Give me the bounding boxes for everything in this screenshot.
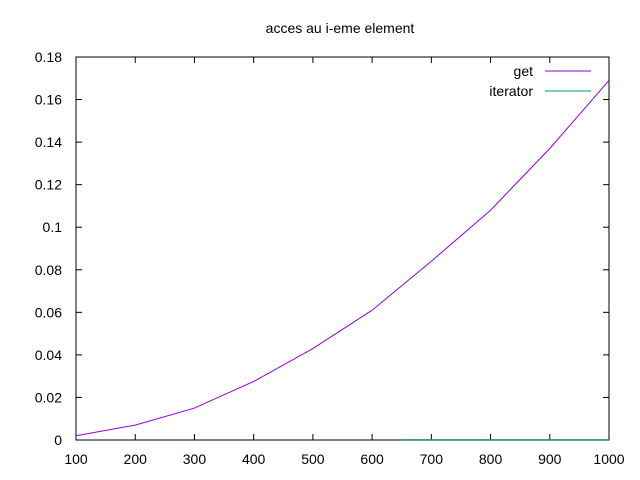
x-axis: 100 200 300 400 500 600 700 800 900 1000 (64, 57, 625, 467)
x-tick-label: 800 (479, 451, 503, 467)
series-lines (75, 80, 610, 441)
x-tick-label: 900 (538, 451, 562, 467)
y-tick-label: 0.12 (35, 177, 62, 193)
legend-label-get: get (514, 63, 534, 79)
x-tick-label: 300 (183, 451, 207, 467)
chart-title: acces au i-eme element (266, 20, 415, 36)
legend-label-iterator: iterator (489, 83, 533, 99)
x-tick-label: 600 (360, 451, 384, 467)
y-tick-label: 0.14 (35, 134, 62, 150)
x-tick-label: 400 (242, 451, 266, 467)
y-tick-label: 0.04 (35, 347, 62, 363)
y-tick-label: 0.08 (35, 262, 62, 278)
legend: get iterator (489, 63, 591, 99)
x-tick-label: 1000 (593, 451, 624, 467)
y-axis: 0 0.02 0.04 0.06 0.08 0.1 0.12 0.14 0.16 0.18 (35, 49, 609, 448)
y-tick-label: 0.18 (35, 49, 62, 65)
y-tick-label: 0.1 (43, 219, 63, 235)
y-tick-label: 0.02 (35, 389, 62, 405)
x-tick-label: 700 (420, 451, 444, 467)
y-tick-label: 0.16 (35, 92, 62, 108)
plot-border (75, 56, 610, 441)
y-tick-label: 0.06 (35, 304, 62, 320)
x-tick-label: 500 (301, 451, 325, 467)
plot-frame (75, 56, 610, 441)
x-tick-label: 200 (124, 451, 148, 467)
y-tick-label: 0 (54, 432, 62, 448)
series-line-get (75, 80, 610, 437)
x-tick-label: 100 (64, 451, 88, 467)
